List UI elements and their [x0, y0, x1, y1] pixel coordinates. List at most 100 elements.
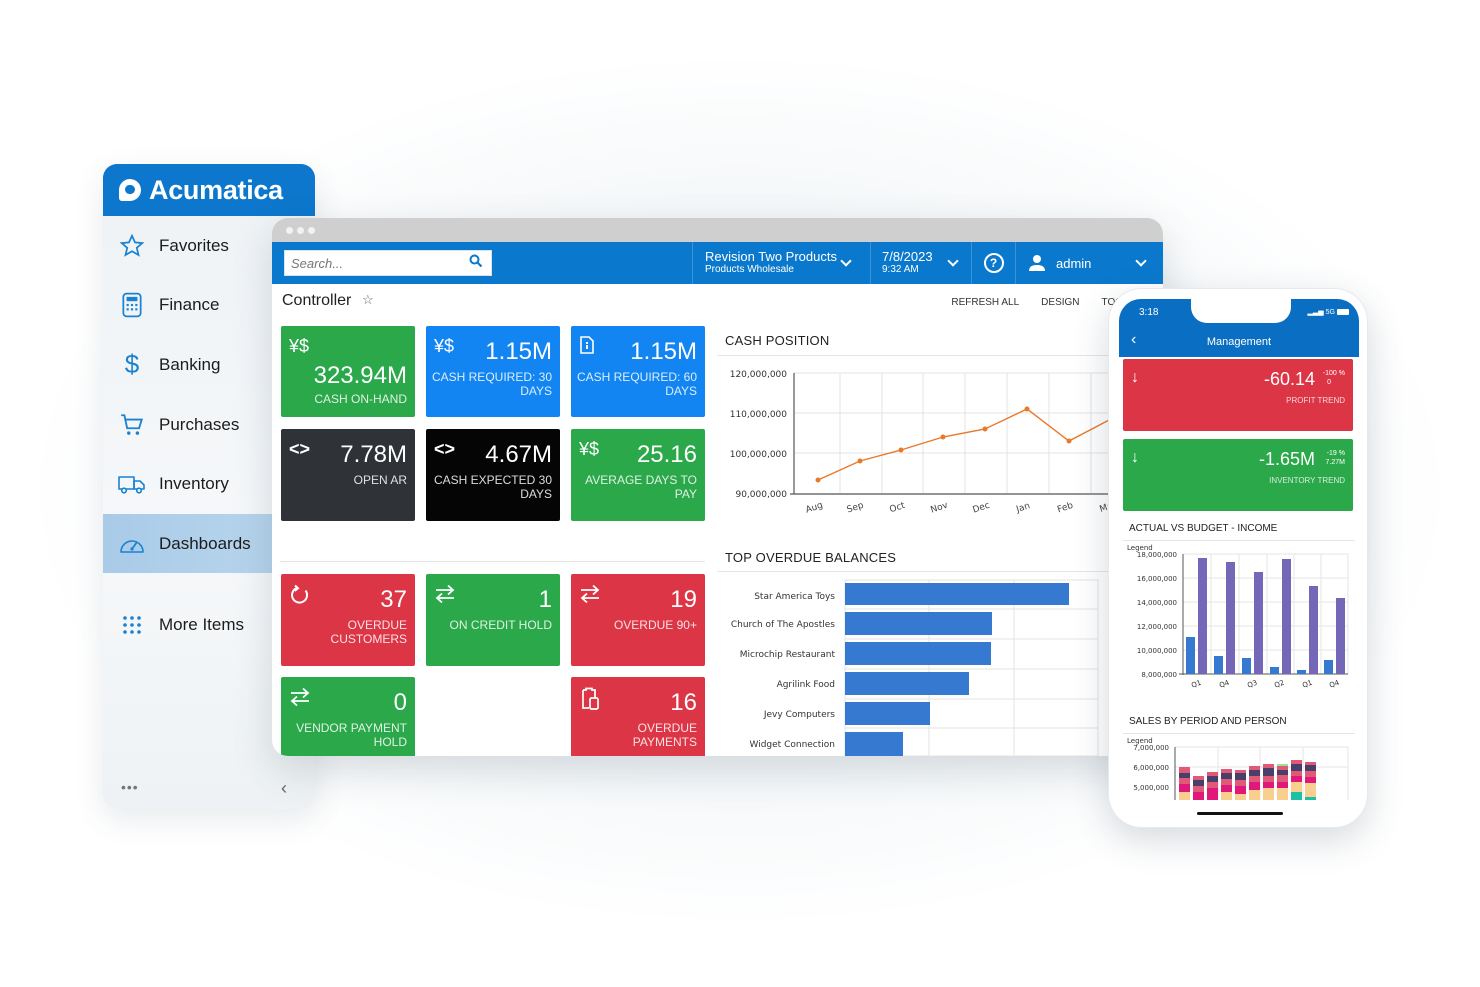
top-overdue-chart[interactable]: Star America Toys Church of The Apostles…	[717, 578, 1163, 756]
search-placeholder: Search...	[291, 255, 344, 271]
tile-label: CASH REQUIRED: 30 DAYS	[431, 370, 552, 398]
inventory-trend-card[interactable]: ↓ -1.65M -19 % 7.27M INVENTORY TREND	[1123, 439, 1353, 511]
page-actions: REFRESH ALL DESIGN TOO	[951, 297, 1123, 308]
x-tick: Sep	[846, 501, 865, 516]
x-tick: Oct	[888, 501, 906, 515]
card-delta: -100 % 0	[1323, 369, 1345, 387]
sidebar-item-dashboards[interactable]: Dashboards	[103, 514, 273, 573]
tile-cash-required-30[interactable]: ¥$ 1.15M CASH REQUIRED: 30 DAYS	[426, 326, 560, 417]
delta-prev: 7.27M	[1325, 459, 1345, 466]
x-tick: Q4	[1328, 678, 1341, 689]
stacked-bars	[1179, 760, 1316, 800]
bar-widget-connection[interactable]	[845, 732, 903, 756]
tile-value: 4.67M	[485, 441, 552, 468]
sidebar-item-label: More Items	[159, 614, 245, 634]
main-window: Search... Revision Two Products Products…	[272, 218, 1163, 756]
sidebar-item-finance[interactable]: Finance	[103, 275, 273, 334]
tile-cash-expected-30[interactable]: <> 4.67M CASH EXPECTED 30 DAYS	[426, 429, 560, 521]
tile-overdue-payments[interactable]: 16 OVERDUE PAYMENTS	[571, 677, 705, 756]
panel-divider	[1123, 733, 1355, 734]
x-tick: Q3	[1246, 679, 1258, 690]
gauge-icon	[117, 529, 147, 559]
tile-label: OVERDUE PAYMENTS	[632, 721, 697, 749]
brand-logo[interactable]: Acumatica	[103, 164, 315, 216]
code-arrows-icon: <>	[434, 439, 456, 459]
bar-microchip-restaurant[interactable]	[845, 642, 991, 665]
tile-vendor-payment-hold[interactable]: 0 VENDOR PAYMENT HOLD	[281, 677, 415, 756]
bar-label: Agrilink Food	[777, 680, 835, 690]
tile-average-days-to-pay[interactable]: ¥$ 25.16 AVERAGE DAYS TO PAY	[571, 429, 705, 521]
profit-trend-card[interactable]: ↓ -60.14 -100 % 0 PROFIT TREND	[1123, 359, 1353, 431]
window-dot[interactable]	[297, 226, 304, 234]
tile-overdue-90[interactable]: 19 OVERDUE 90+	[571, 574, 705, 666]
design-button[interactable]: DESIGN	[1041, 297, 1080, 308]
actual-vs-budget-title: ACTUAL VS BUDGET - INCOME	[1129, 523, 1278, 534]
tools-button[interactable]: TOO	[1101, 297, 1123, 308]
home-indicator	[1197, 812, 1283, 815]
legend-label: Legend	[1127, 544, 1153, 552]
actual-vs-budget-chart[interactable]: Legend 18,000,000 16,000,000 14,000,000 …	[1123, 541, 1359, 691]
swap-icon	[434, 584, 456, 608]
x-tick: Feb	[1056, 501, 1075, 516]
truck-icon	[117, 469, 147, 499]
tile-on-credit-hold[interactable]: 1 ON CREDIT HOLD	[426, 574, 560, 666]
y-tick: 8,000,000	[1141, 671, 1177, 679]
tile-label: OVERDUE 90+	[613, 618, 697, 632]
search-icon[interactable]	[469, 254, 491, 272]
window-dot[interactable]	[308, 226, 315, 234]
more-options-button[interactable]: •••	[121, 779, 139, 795]
chevron-down-icon	[947, 255, 959, 267]
tile-label: AVERAGE DAYS TO PAY	[585, 473, 697, 501]
date-selector[interactable]: 7/8/2023 9:32 AM	[870, 242, 971, 284]
swap-icon	[289, 687, 311, 711]
x-tick: Aug	[804, 501, 824, 516]
chevron-down-icon	[1135, 255, 1147, 267]
tile-overdue-customers[interactable]: 37 OVERDUE CUSTOMERS	[281, 574, 415, 666]
company-selector[interactable]: Revision Two Products Products Wholesale	[692, 242, 870, 284]
bar-agrilink-food[interactable]	[845, 672, 969, 695]
collapse-sidebar-button[interactable]: ‹	[281, 778, 287, 798]
tile-label: CASH EXPECTED 30 DAYS	[433, 473, 552, 501]
panel-divider	[717, 355, 1163, 356]
sidebar-item-more-items[interactable]: More Items	[103, 595, 273, 654]
refresh-all-button[interactable]: REFRESH ALL	[951, 297, 1020, 308]
sidebar-item-banking[interactable]: $ Banking	[103, 335, 273, 394]
tile-label: OVERDUE CUSTOMERS	[330, 618, 407, 646]
delta-pct: -19 %	[1326, 450, 1345, 457]
search-input[interactable]: Search...	[284, 250, 492, 276]
sales-by-period-chart[interactable]: Legend 7,000,000 6,000,000 5,000,000	[1123, 734, 1359, 800]
dollar-icon: $	[124, 349, 140, 379]
window-dot[interactable]	[286, 226, 293, 234]
tile-value: 19	[670, 586, 697, 613]
x-tick: Q1	[1190, 679, 1202, 690]
sidebar-item-label: Purchases	[159, 414, 240, 434]
arrow-down-icon: ↓	[1131, 369, 1139, 386]
clipboard-icon	[579, 687, 601, 715]
section-divider	[280, 561, 705, 562]
refresh-icon	[289, 584, 311, 610]
y-tick: 5,000,000	[1133, 784, 1169, 792]
sidebar-item-inventory[interactable]: Inventory	[103, 454, 273, 513]
favorite-star-icon[interactable]: ☆	[362, 292, 374, 307]
branch-name: Products Wholesale	[705, 264, 794, 275]
tile-open-ar[interactable]: <> 7.78M OPEN AR	[281, 429, 415, 521]
tile-cash-on-hand[interactable]: ¥$ 323.94M CASH ON-HAND	[281, 326, 415, 417]
y-tick: 90,000,000	[735, 490, 787, 500]
sidebar-item-favorites[interactable]: Favorites	[103, 216, 273, 275]
tile-cash-required-60[interactable]: 1.15M CASH REQUIRED: 60 DAYS	[571, 326, 705, 417]
user-menu[interactable]: admin	[1015, 242, 1163, 284]
phone-status-bar: ▂▃▅ 5G	[1308, 308, 1349, 316]
bar-church-of-the-apostles[interactable]	[845, 612, 992, 635]
business-date: 7/8/2023	[882, 249, 933, 264]
top-overdue-title: TOP OVERDUE BALANCES	[725, 550, 897, 565]
back-icon[interactable]: ‹	[1131, 331, 1137, 348]
bar-star-america-toys[interactable]	[845, 583, 1069, 605]
acumatica-logo-icon	[119, 179, 141, 201]
bar-jevy-computers[interactable]	[845, 702, 930, 725]
help-button[interactable]: ?	[971, 242, 1015, 284]
phone-notch	[1191, 297, 1291, 323]
sidebar-item-purchases[interactable]: Purchases	[103, 395, 273, 454]
cash-position-chart[interactable]: 120,000,000 110,000,000 100,000,000 90,0…	[717, 363, 1163, 523]
user-name: admin	[1056, 255, 1092, 271]
tile-value: 1	[538, 586, 552, 613]
